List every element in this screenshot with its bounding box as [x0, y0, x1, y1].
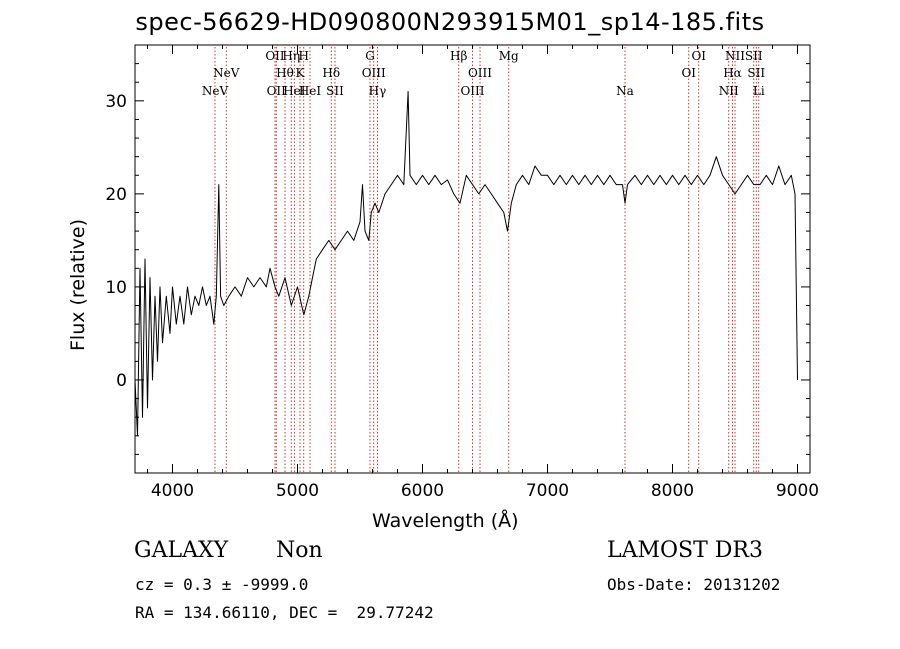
line-marker-labels: NeVNeVOIIOIIHθHηHeIKHHeIHδSIIGOIIIHγHβOI… — [202, 49, 766, 98]
line-marker-label: OIII — [468, 66, 492, 80]
x-tick-label: 6000 — [401, 481, 444, 501]
cz-text: cz = 0.3 ± -9999.0 — [135, 575, 309, 594]
line-marker-label: H — [299, 49, 309, 63]
line-marker-label: NII — [725, 49, 745, 63]
line-marker-label: Hδ — [322, 66, 340, 80]
line-marker-label: Mg — [499, 49, 519, 63]
x-tick-label: 7000 — [526, 481, 569, 501]
survey-label: LAMOST DR3 — [607, 538, 763, 563]
y-axis-label: Flux (relative) — [67, 218, 89, 352]
line-marker-label: Na — [616, 84, 634, 98]
x-axis-label: Wavelength (Å) — [372, 510, 519, 532]
line-marker-label: OI — [681, 66, 696, 80]
chart-title: spec-56629-HD090800N293915M01_sp14-185.f… — [135, 8, 765, 36]
y-tick-label: 0 — [116, 371, 127, 391]
obs-date-text: Obs-Date: 20131202 — [607, 575, 781, 594]
line-marker-label: NeV — [213, 66, 240, 80]
class-label: GALAXY — [134, 538, 229, 563]
line-marker-label: NII — [719, 84, 739, 98]
line-marker-label: OIII — [362, 66, 386, 80]
line-marker-label: HeI — [299, 84, 322, 98]
line-marker-label: SII — [747, 66, 765, 80]
y-axis: 0 10 20 30 — [105, 44, 810, 455]
line-markers — [214, 47, 760, 473]
line-marker-label: SII — [745, 49, 763, 63]
line-marker-label: Hβ — [450, 49, 467, 63]
line-marker-label: Li — [753, 84, 765, 98]
line-marker-label: OII — [267, 84, 287, 98]
line-marker-label: Hθ — [276, 66, 294, 80]
x-tick-label: 8000 — [651, 481, 694, 501]
x-tick-label: 4000 — [151, 481, 194, 501]
line-marker-label: SII — [326, 84, 344, 98]
line-marker-label: G — [365, 49, 375, 63]
line-marker-label: HeI — [283, 84, 306, 98]
line-marker-label: K — [296, 66, 306, 80]
line-marker-label: OI — [691, 49, 706, 63]
line-marker-label: OII — [265, 49, 285, 63]
subclass-label: Non — [276, 538, 323, 563]
coords-text: RA = 134.66110, DEC = 29.77242 — [135, 603, 434, 622]
line-marker-label: Hη — [282, 49, 300, 63]
line-marker-label: OIII — [460, 84, 484, 98]
line-marker-label: Hα — [723, 66, 742, 80]
x-axis: 4000 5000 6000 7000 8000 9000 — [147, 45, 819, 501]
line-marker-label: Hγ — [369, 84, 387, 98]
y-tick-label: 20 — [105, 185, 127, 205]
y-tick-label: 10 — [105, 278, 127, 298]
x-tick-label: 9000 — [776, 481, 819, 501]
line-marker-label: NeV — [202, 84, 229, 98]
spectrum-series — [134, 91, 798, 437]
x-tick-label: 5000 — [276, 481, 319, 501]
y-tick-label: 30 — [105, 92, 127, 112]
spectrum-line — [134, 91, 798, 437]
